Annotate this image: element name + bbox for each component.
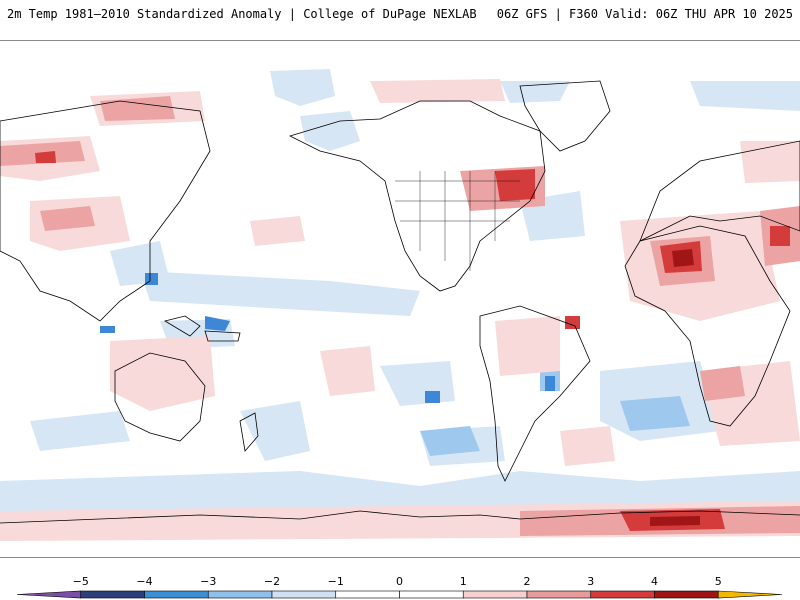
legend-tick-label: −3 (200, 575, 216, 588)
legend-swatch (80, 590, 145, 599)
us-state-lines (395, 171, 520, 271)
run-info: 06Z GFS | F360 Valid: 06Z THU APR 10 202… (496, 7, 793, 21)
legend-swatch (144, 590, 209, 599)
map-title: 2m Temp 1981–2010 Standardized Anomaly |… (7, 7, 477, 21)
legend-tick-label: 4 (651, 575, 658, 588)
legend-swatch (271, 590, 337, 599)
world-anomaly-map (0, 69, 800, 541)
legend-tick-label: 5 (715, 575, 722, 588)
warm-anomaly-extreme (650, 249, 700, 526)
legend-tick-label: 3 (587, 575, 594, 588)
legend-swatch (16, 590, 82, 599)
legend-tick-label: 1 (460, 575, 467, 588)
legend-swatch (590, 590, 655, 599)
legend-swatch (399, 590, 464, 599)
coastlines (0, 80, 800, 524)
legend-swatch (717, 590, 783, 599)
map-panel[interactable] (0, 40, 800, 558)
legend-tick-label: 2 (524, 575, 531, 588)
legend-swatch (462, 590, 528, 599)
color-scale-legend: −5 −4 −3 −2 −1 0 1 2 3 4 5 (0, 572, 800, 600)
legend-bar: −5 −4 −3 −2 −1 0 1 2 3 4 5 (16, 575, 783, 599)
warm-anomaly-mid (0, 96, 800, 536)
legend-swatch (207, 590, 273, 599)
header: 2m Temp 1981–2010 Standardized Anomaly |… (0, 0, 800, 28)
legend-tick-label: −5 (73, 575, 89, 588)
legend-tick-label: −2 (264, 575, 280, 588)
legend-tick-label: −4 (136, 575, 152, 588)
legend-tick-label: −1 (328, 575, 344, 588)
legend-tick-label: 0 (396, 575, 403, 588)
legend-swatch (526, 590, 592, 599)
legend-swatch (654, 590, 719, 599)
warm-anomaly-strong (35, 151, 790, 531)
legend-swatch (335, 590, 400, 599)
